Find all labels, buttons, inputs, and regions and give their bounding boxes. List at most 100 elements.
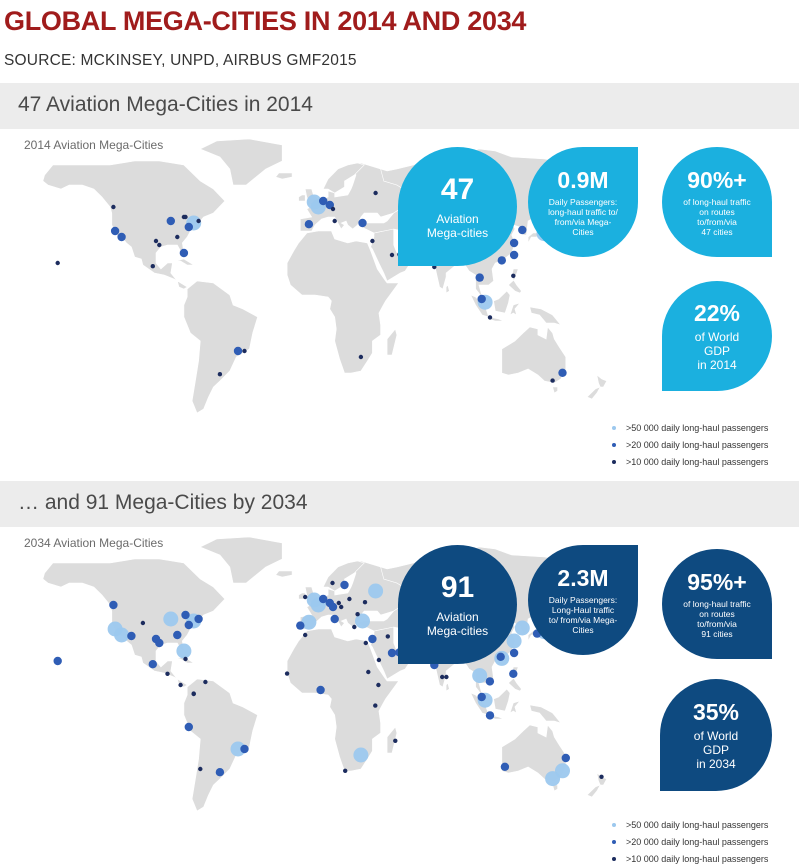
city-marker-small bbox=[330, 580, 335, 586]
legend-text-small: >10 000 daily long-haul passengers bbox=[626, 456, 769, 467]
landmass-shape bbox=[386, 328, 398, 356]
stat-gdp-line-1: of World bbox=[694, 329, 740, 344]
city-marker-small bbox=[343, 768, 348, 773]
city-marker-large bbox=[163, 611, 179, 627]
city-marker-small bbox=[355, 612, 360, 617]
city-marker-medium bbox=[358, 218, 367, 228]
landmass-shape bbox=[199, 138, 283, 186]
stat-gdp-value: 35% bbox=[692, 698, 740, 725]
stat-share-value: 90%+ bbox=[687, 166, 747, 193]
stat-cities-label-2: Mega-cities bbox=[426, 225, 489, 240]
city-marker-medium bbox=[496, 652, 505, 661]
city-marker-medium bbox=[184, 620, 193, 630]
city-marker-small bbox=[373, 190, 378, 196]
stat-share-line-1: of long-haul traffic bbox=[683, 598, 751, 609]
stat-gdp-value: 22% bbox=[693, 299, 741, 326]
city-marker-medium bbox=[477, 294, 486, 304]
stat-share-2014: 90%+ of long-haul traffic on routes to/f… bbox=[662, 147, 772, 257]
city-marker-medium bbox=[561, 753, 570, 763]
map-label-2014: 2014 Aviation Mega-Cities bbox=[24, 138, 164, 152]
stat-share-value: 95%+ bbox=[687, 568, 747, 595]
city-marker-small bbox=[376, 657, 382, 663]
city-marker-small bbox=[157, 242, 162, 248]
stat-cities-2014: 47 Aviation Mega-cities bbox=[398, 147, 517, 266]
city-marker-small bbox=[303, 594, 308, 600]
stat-cities-label-1: Aviation bbox=[436, 609, 479, 624]
city-marker-small bbox=[363, 640, 368, 646]
city-marker-medium bbox=[330, 614, 339, 624]
city-marker-small bbox=[140, 620, 146, 626]
city-marker-large bbox=[230, 741, 246, 757]
city-marker-small bbox=[370, 238, 375, 244]
city-marker-medium bbox=[117, 232, 126, 242]
legend-text-small: >10 000 daily long-haul passengers bbox=[626, 853, 769, 864]
stat-cities-label-1: Aviation bbox=[436, 211, 479, 226]
city-marker-small bbox=[339, 604, 344, 610]
page-title: GLOBAL MEGA-CITIES IN 2014 AND 2034 bbox=[4, 6, 527, 36]
city-marker-medium bbox=[319, 196, 328, 206]
stat-share-line-2: on routes bbox=[699, 206, 735, 217]
landmass-shape bbox=[501, 724, 567, 782]
city-marker-medium bbox=[387, 648, 397, 658]
legend-dot-large-icon bbox=[612, 425, 616, 430]
legend-dot-medium-icon bbox=[612, 839, 616, 844]
stat-share-line-3: to/from/via bbox=[697, 216, 737, 227]
landmass-shape bbox=[298, 194, 306, 202]
landmass-shape bbox=[175, 258, 195, 266]
stat-cities-value: 91 bbox=[440, 570, 475, 604]
city-marker-small bbox=[599, 774, 604, 779]
city-marker-large bbox=[506, 633, 522, 649]
landmass-shape bbox=[493, 290, 511, 314]
city-marker-medium bbox=[500, 762, 510, 771]
city-marker-small bbox=[284, 671, 290, 676]
stat-passengers-line-4: Cities bbox=[572, 226, 594, 237]
stat-share-2034: 95%+ of long-haul traffic on routes to/f… bbox=[662, 549, 772, 659]
city-marker-small bbox=[487, 315, 493, 320]
city-marker-medium bbox=[173, 630, 182, 640]
city-marker-small bbox=[347, 596, 352, 602]
landmass-shape bbox=[586, 784, 601, 798]
city-marker-small bbox=[373, 703, 378, 708]
landmass-shape bbox=[509, 302, 521, 316]
legend-text-large: >50 000 daily long-haul passengers bbox=[626, 422, 769, 433]
legend-item-small: >10 000 daily long-haul passengers bbox=[612, 850, 768, 867]
landmass-shape bbox=[275, 570, 293, 578]
legend-item-medium: >20 000 daily long-haul passengers bbox=[612, 833, 768, 850]
city-marker-large bbox=[353, 747, 369, 763]
source-line: SOURCE: MCKINSEY, UNPD, AIRBUS GMF2015 bbox=[4, 52, 357, 69]
city-marker-small bbox=[111, 204, 116, 210]
city-marker-small bbox=[217, 372, 223, 377]
legend-dot-small-icon bbox=[612, 856, 616, 861]
landmass-shape bbox=[529, 306, 562, 326]
landmass-shape bbox=[586, 386, 601, 400]
city-marker-medium bbox=[340, 580, 349, 590]
panel-2034: 2034 Aviation Mega-Cities 91 Aviation Me… bbox=[0, 527, 799, 867]
city-marker-small bbox=[150, 264, 155, 269]
world-map-2034 bbox=[42, 536, 611, 812]
city-marker-small bbox=[242, 348, 247, 354]
city-marker-medium bbox=[109, 600, 118, 610]
stat-cities-label-2: Mega-cities bbox=[426, 623, 489, 638]
city-marker-small bbox=[303, 632, 308, 638]
world-map-2014 bbox=[42, 138, 611, 414]
landmass-shape bbox=[42, 160, 226, 290]
stat-passengers-value: 0.9M bbox=[557, 166, 609, 193]
city-marker-medium bbox=[304, 220, 314, 229]
legend-text-large: >50 000 daily long-haul passengers bbox=[626, 819, 769, 830]
landmass-shape bbox=[286, 628, 400, 772]
stat-share-line-4: 91 cities bbox=[701, 628, 733, 639]
city-marker-small bbox=[196, 218, 201, 224]
section-header-2034: … and 91 Mega-Cities by 2034 bbox=[0, 481, 799, 527]
stat-share-line-3: to/from/via bbox=[697, 618, 737, 629]
city-marker-small bbox=[389, 252, 395, 258]
city-marker-small bbox=[198, 766, 203, 772]
city-marker-small bbox=[511, 273, 516, 278]
city-marker-medium bbox=[485, 677, 495, 686]
stat-passengers-line-4: Cities bbox=[572, 624, 594, 635]
city-marker-small bbox=[336, 600, 341, 606]
panel-2014: 2014 Aviation Mega-Cities 47 Aviation Me… bbox=[0, 129, 799, 481]
landmass-shape bbox=[42, 558, 226, 688]
stat-share-line-1: of long-haul traffic bbox=[683, 196, 751, 207]
stat-gdp-line-3: in 2014 bbox=[697, 357, 737, 372]
city-marker-small bbox=[183, 656, 188, 662]
